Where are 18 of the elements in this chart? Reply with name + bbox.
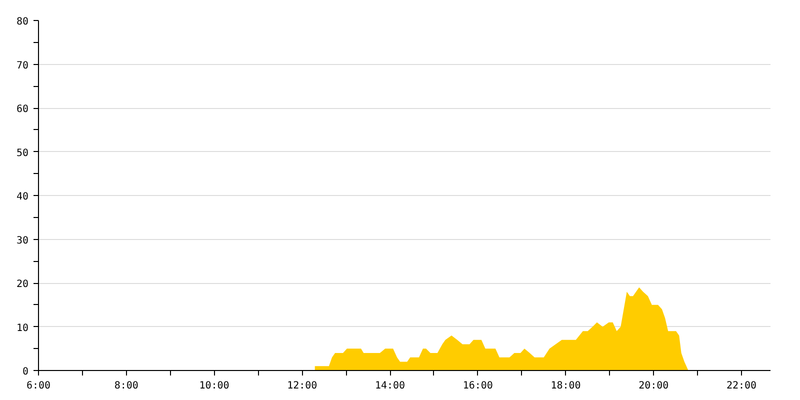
y-tick-label: 70 (16, 60, 29, 72)
y-tick-label: 60 (16, 104, 29, 115)
y-tick-label: 40 (16, 192, 29, 202)
y-tick-label: 30 (16, 235, 29, 246)
y-tick-label: 20 (16, 279, 29, 290)
y-tick-label: 0 (22, 366, 29, 378)
y-tick-label: 50 (16, 148, 29, 159)
x-tick-label: 14:00 (374, 380, 406, 392)
x-tick-label: 22:00 (726, 380, 757, 392)
x-tick-label: 8:00 (114, 380, 138, 392)
x-tick-label: 20:00 (638, 380, 669, 392)
x-tick-label: 18:00 (550, 380, 581, 392)
y-tick-label: 10 (16, 322, 29, 334)
x-tick-label: 16:00 (462, 380, 493, 392)
x-tick-label: 10:00 (199, 380, 230, 392)
x-tick-label: 12:00 (287, 380, 318, 392)
y-tick-label: 80 (16, 16, 29, 28)
x-tick-label: 6:00 (26, 380, 51, 392)
